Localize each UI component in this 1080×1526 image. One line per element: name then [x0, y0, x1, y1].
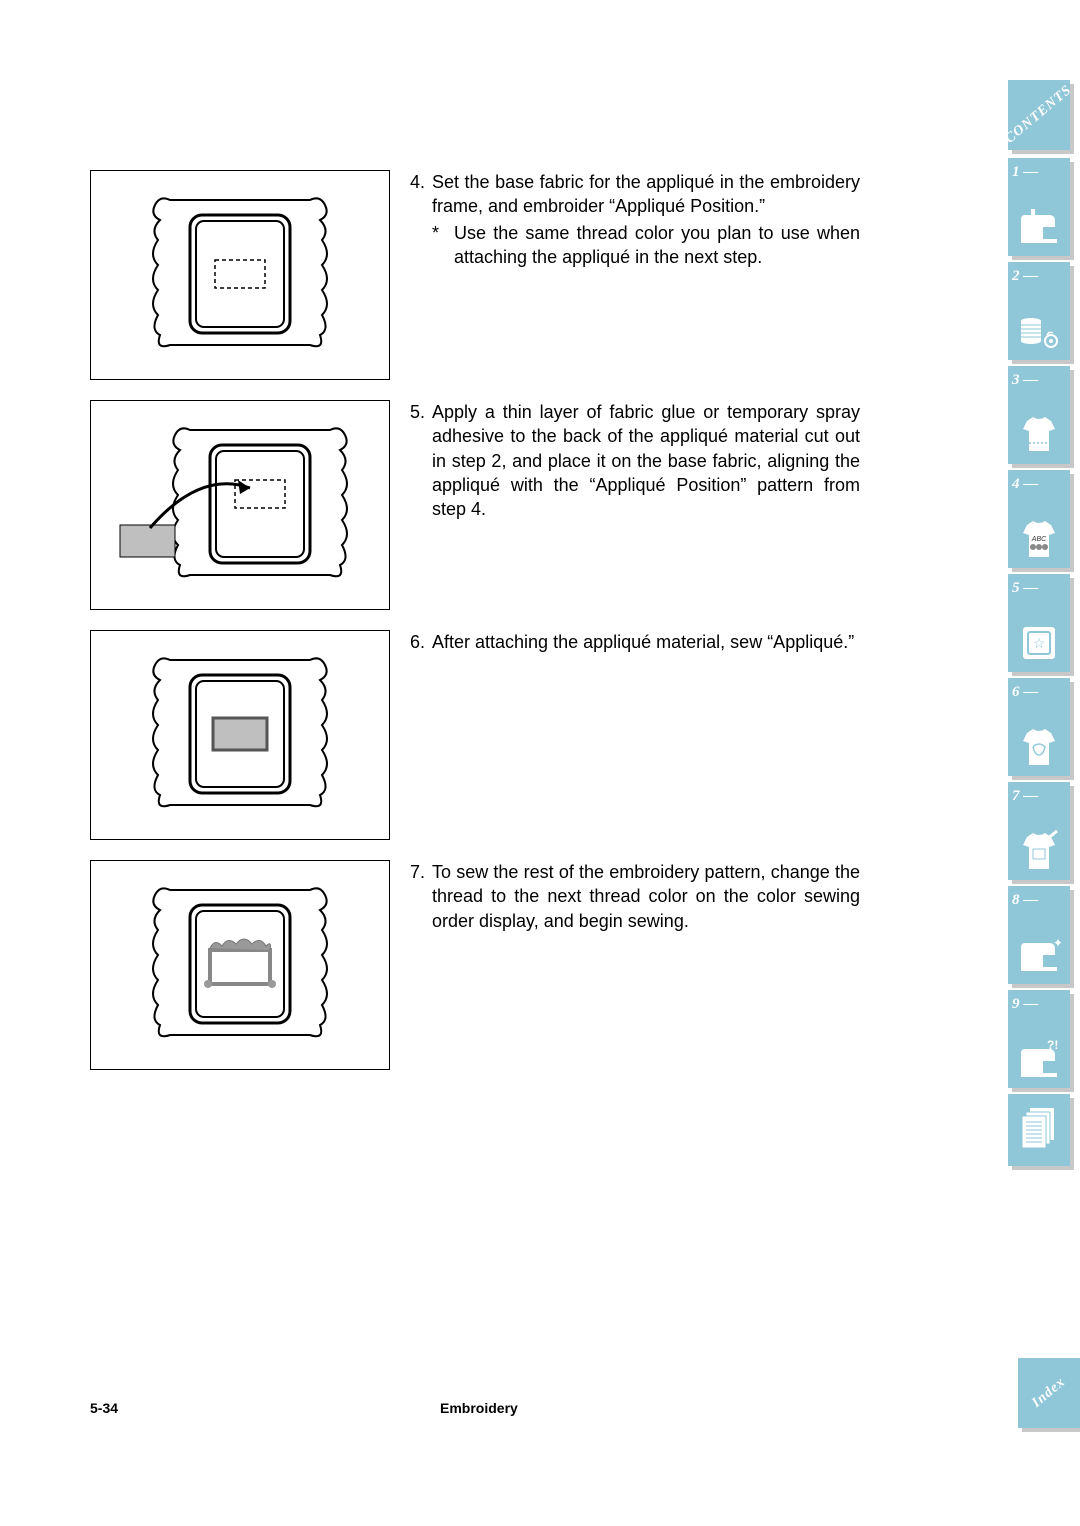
- svg-text:?!: ?!: [1047, 1039, 1058, 1052]
- sidebar: CONTENTS 1 — 2 — 3 — 4 — ABC: [1008, 80, 1080, 1172]
- machine-question-icon: ?!: [1016, 1036, 1062, 1082]
- sidebar-tab-pages[interactable]: [1008, 1094, 1070, 1166]
- step-number: 7.: [410, 860, 432, 933]
- step-number: 4.: [410, 170, 432, 219]
- pages-stack-icon: [1018, 1104, 1060, 1157]
- footer: 5-34 Embroidery: [90, 1400, 860, 1416]
- contents-label: CONTENTS: [1002, 83, 1075, 148]
- footer-section: Embroidery: [440, 1400, 860, 1416]
- sewing-machine-icon: [1016, 204, 1062, 250]
- step-body: Set the base fabric for the appliqué in …: [432, 170, 860, 219]
- step-4-text: 4. Set the base fabric for the appliqué …: [410, 170, 860, 269]
- diagram-step-5: [90, 400, 390, 610]
- step-number: 6.: [410, 630, 432, 654]
- tab-number: 6 —: [1012, 684, 1066, 701]
- diagram-step-7: [90, 860, 390, 1070]
- content-area: 4. Set the base fabric for the appliqué …: [90, 170, 860, 1090]
- step-5-text: 5. Apply a thin layer of fabric glue or …: [410, 400, 860, 521]
- diagram-step-6: [90, 630, 390, 840]
- sidebar-tab-9[interactable]: 9 — ?!: [1008, 990, 1070, 1088]
- step-sub-marker: *: [432, 221, 454, 270]
- contents-tab[interactable]: CONTENTS: [1008, 80, 1070, 150]
- step-7-text: 7. To sew the rest of the embroidery pat…: [410, 860, 860, 933]
- svg-text:ABC: ABC: [1031, 536, 1047, 543]
- tab-number: 5 —: [1012, 580, 1066, 597]
- index-label: Index: [1029, 1375, 1069, 1412]
- shirt-edit-icon: [1016, 828, 1062, 874]
- step-6-text: 6. After attaching the appliqué material…: [410, 630, 860, 654]
- tab-number: 2 —: [1012, 268, 1066, 285]
- sidebar-tab-8[interactable]: 8 — ✦: [1008, 886, 1070, 984]
- tab-number: 7 —: [1012, 788, 1066, 805]
- step-sub-body: Use the same thread color you plan to us…: [454, 221, 860, 270]
- tab-number: 1 —: [1012, 164, 1066, 181]
- step-7: 7. To sew the rest of the embroidery pat…: [90, 860, 860, 1070]
- shirt-abc-icon: ABC: [1016, 516, 1062, 562]
- sidebar-tab-7[interactable]: 7 —: [1008, 782, 1070, 880]
- step-6: 6. After attaching the appliqué material…: [90, 630, 860, 840]
- sidebar-tab-6[interactable]: 6 —: [1008, 678, 1070, 776]
- sidebar-tab-5[interactable]: 5 — ☆: [1008, 574, 1070, 672]
- shirt-embroidery-icon: [1016, 724, 1062, 770]
- step-number: 5.: [410, 400, 432, 521]
- tab-number: 8 —: [1012, 892, 1066, 909]
- svg-text:✦: ✦: [1053, 936, 1061, 950]
- sidebar-tab-2[interactable]: 2 —: [1008, 262, 1070, 360]
- svg-text:☆: ☆: [1033, 635, 1046, 651]
- machine-sparkle-icon: ✦: [1016, 932, 1062, 978]
- step-body: To sew the rest of the embroidery patter…: [432, 860, 860, 933]
- index-tab[interactable]: Index: [1018, 1358, 1080, 1428]
- sidebar-tab-1[interactable]: 1 —: [1008, 158, 1070, 256]
- step-4: 4. Set the base fabric for the appliqué …: [90, 170, 860, 380]
- tab-number: 9 —: [1012, 996, 1066, 1013]
- step-body: After attaching the appliqué material, s…: [432, 630, 860, 654]
- frame-star-icon: ☆: [1016, 620, 1062, 666]
- diagram-step-4: [90, 170, 390, 380]
- shirt-dotted-icon: [1016, 412, 1062, 458]
- sidebar-tab-4[interactable]: 4 — ABC: [1008, 470, 1070, 568]
- step-5: 5. Apply a thin layer of fabric glue or …: [90, 400, 860, 610]
- tab-number: 4 —: [1012, 476, 1066, 493]
- tab-number: 3 —: [1012, 372, 1066, 389]
- page: CONTENTS 1 — 2 — 3 — 4 — ABC: [0, 0, 1080, 1526]
- step-body: Apply a thin layer of fabric glue or tem…: [432, 400, 860, 521]
- sidebar-tab-3[interactable]: 3 —: [1008, 366, 1070, 464]
- thread-spool-icon: [1016, 308, 1062, 354]
- page-number: 5-34: [90, 1400, 440, 1416]
